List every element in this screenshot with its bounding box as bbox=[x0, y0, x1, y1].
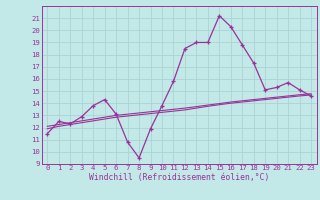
X-axis label: Windchill (Refroidissement éolien,°C): Windchill (Refroidissement éolien,°C) bbox=[89, 173, 269, 182]
